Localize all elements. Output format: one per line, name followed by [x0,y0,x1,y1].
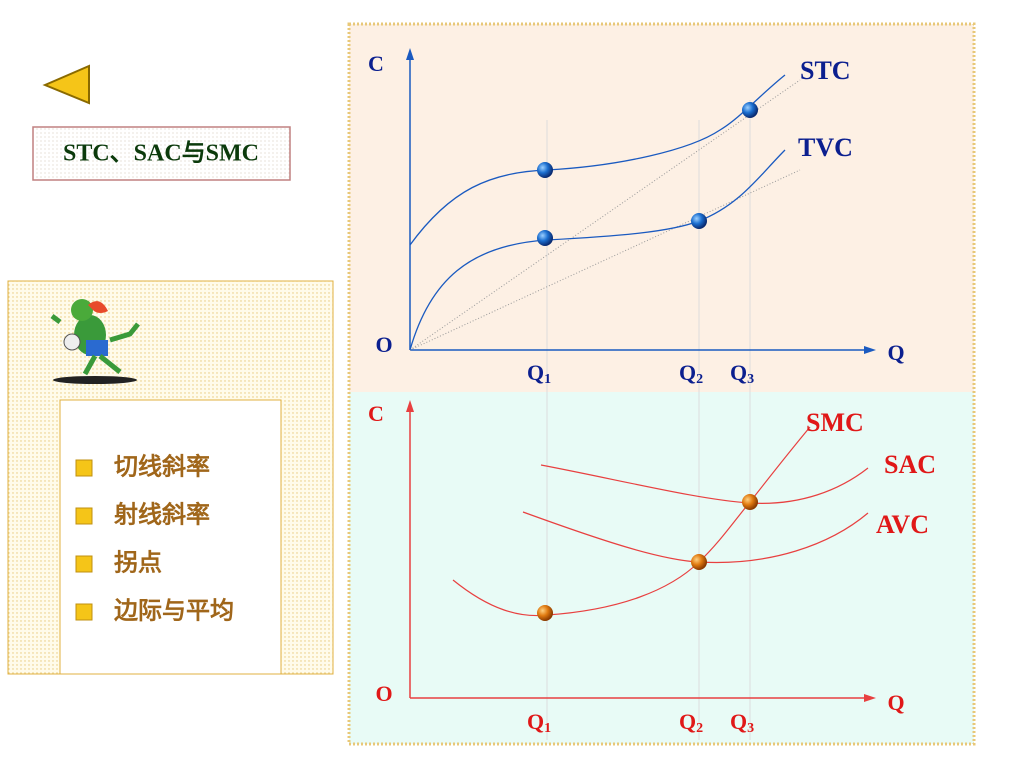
curve-label: SMC [806,408,864,437]
x-mark-label: Q2 [679,360,703,387]
curve-label: AVC [876,510,929,539]
x-mark-main: Q [679,709,696,734]
frog-icon [50,299,140,384]
smc-curve [452,426,811,617]
x-mark-sub: 3 [747,721,754,736]
point [742,102,758,118]
bullet-square [75,555,93,573]
x-mark-sub: 1 [544,372,551,387]
bottom-diagram: C O Q SMC SAC AVC Q1 Q2 Q3 [368,400,936,736]
bullet-square [75,507,93,525]
top-panel [349,24,974,392]
axis-arrow [406,400,414,412]
bullet-square [75,459,93,477]
x-mark-label: Q2 [679,709,703,736]
bottom-panel [349,392,974,744]
x-mark-sub: 3 [747,372,754,387]
point [537,605,553,621]
curve-label: STC [800,56,851,85]
x-mark-main: Q [527,709,544,734]
x-mark-label: Q3 [730,360,754,387]
x-axis-label: Q [887,340,904,365]
axis-arrow [406,48,414,60]
axis-arrow [864,346,876,354]
x-mark-sub: 2 [696,721,703,736]
x-mark-main: Q [730,709,747,734]
point [537,230,553,246]
curve-label: TVC [798,133,853,162]
y-axis-label: C [368,51,384,76]
bullet-square [75,603,93,621]
bullet-text: 切线斜率 [114,452,210,481]
point [537,162,553,178]
title-box [32,126,291,181]
point [691,213,707,229]
y-axis-label: C [368,401,384,426]
tvc-curve [409,149,786,351]
x-mark-label: Q1 [527,360,551,387]
title: STC、SAC与SMC [63,140,259,167]
x-mark-label: Q1 [527,709,551,736]
x-axis-label: Q [887,690,904,715]
bullet-text: 边际与平均 [114,596,234,625]
x-mark-main: Q [527,360,544,385]
bullet-text: 拐点 [114,548,162,577]
x-mark-sub: 1 [544,721,551,736]
ray-line [409,79,801,351]
top-diagram: C O Q STC TVC Q1 Q2 Q3 [368,48,905,740]
bullet-box [59,399,282,675]
origin-label: O [375,681,392,706]
axis-arrow [864,694,876,702]
x-mark-label: Q3 [730,709,754,736]
curve-label: SAC [884,450,936,479]
x-mark-main: Q [679,360,696,385]
diagram-frame [347,22,976,746]
back-button[interactable] [42,64,90,105]
point [742,494,758,510]
bullet-text: 射线斜率 [113,500,210,529]
point [691,554,707,570]
origin-label: O [375,332,392,357]
x-mark-main: Q [730,360,747,385]
x-mark-sub: 2 [696,372,703,387]
